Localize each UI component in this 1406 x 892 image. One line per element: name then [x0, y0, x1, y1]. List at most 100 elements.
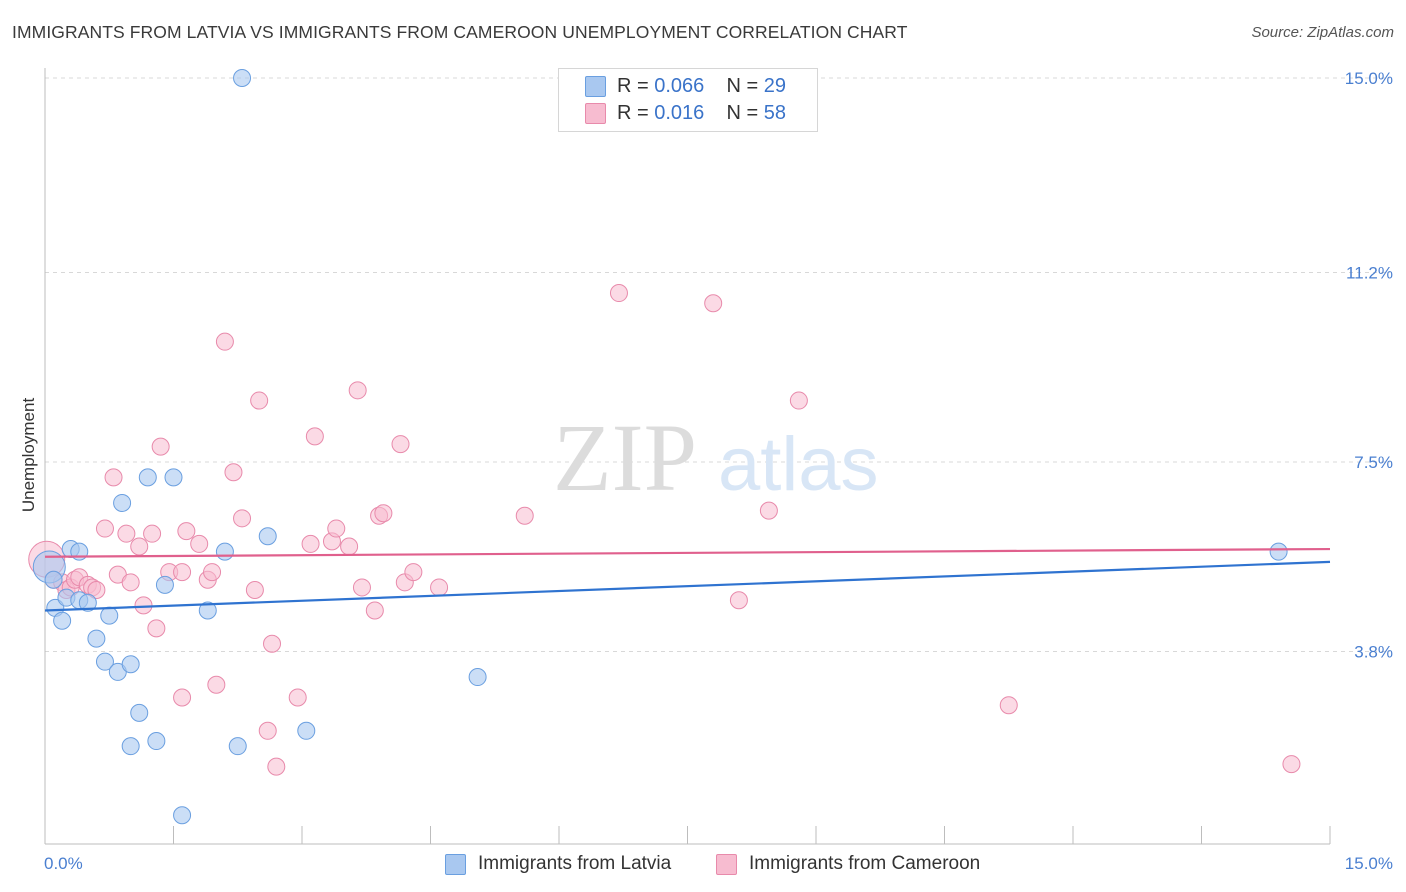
- chart-title: IMMIGRANTS FROM LATVIA VS IMMIGRANTS FRO…: [12, 22, 908, 42]
- cameroon-point: [704, 294, 723, 313]
- latvia-point: [87, 629, 106, 648]
- latvia-n-label: N =: [726, 74, 764, 97]
- cameroon-n-value: 58: [763, 101, 787, 124]
- cameroon-point: [104, 468, 123, 487]
- cameroon-points: [28, 284, 1301, 776]
- cameroon-point: [151, 437, 170, 456]
- cameroon-point: [203, 563, 222, 582]
- y-tick-labels: 3.8% 7.5% 11.2% 15.0%: [1345, 69, 1393, 661]
- cameroon-point: [430, 578, 449, 597]
- cameroon-point: [177, 522, 196, 541]
- cameroon-point: [609, 284, 628, 303]
- cameroon-point: [301, 534, 320, 553]
- cameroon-point: [117, 524, 136, 543]
- cameroon-point: [190, 534, 209, 553]
- cameroon-point: [258, 721, 277, 740]
- latvia-n-value: 29: [763, 74, 787, 97]
- cameroon-point: [207, 675, 226, 694]
- y-tick-label: 7.5%: [1354, 453, 1393, 472]
- latvia-point: [1269, 542, 1288, 561]
- y-tick-label: 11.2%: [1346, 264, 1393, 283]
- y-tick-label: 3.8%: [1354, 642, 1393, 661]
- cameroon-point: [789, 391, 808, 410]
- latvia-r-value: 0.066: [654, 74, 705, 97]
- latvia-point: [258, 527, 277, 546]
- cameroon-point: [340, 537, 359, 556]
- latvia-point: [130, 703, 149, 722]
- cameroon-point: [130, 537, 149, 556]
- latvia-point: [233, 69, 252, 87]
- latvia-point: [53, 611, 72, 630]
- latvia-point: [468, 668, 487, 687]
- cameroon-point: [999, 696, 1018, 715]
- legend-item-latvia: Immigrants from Latvia: [445, 852, 671, 876]
- cameroon-point: [759, 501, 778, 520]
- latvia-point: [215, 542, 234, 561]
- legend-latvia-label: Immigrants from Latvia: [478, 853, 672, 874]
- cameroon-point: [233, 509, 252, 528]
- cameroon-point: [348, 381, 367, 400]
- latvia-points: [32, 69, 1288, 825]
- cameroon-stats: R = 0.016 N = 58: [617, 102, 786, 125]
- cameroon-point: [263, 634, 282, 653]
- grid-lines: [45, 77, 1390, 652]
- cameroon-point: [327, 519, 346, 538]
- legend-cameroon-swatch: [716, 853, 737, 875]
- cameroon-point: [87, 581, 106, 599]
- cameroon-point: [352, 578, 371, 597]
- cameroon-r-value: 0.016: [654, 101, 705, 124]
- cameroon-point: [374, 504, 393, 523]
- latvia-point: [164, 468, 183, 487]
- latvia-point: [155, 575, 174, 594]
- y-tick-label: 15.0%: [1345, 69, 1393, 88]
- legend-latvia-swatch: [445, 853, 466, 875]
- cameroon-point: [121, 573, 140, 592]
- cameroon-n-label: N =: [726, 101, 764, 124]
- x-tick-label: 15.0%: [1345, 854, 1393, 873]
- latvia-trend-line: [44, 560, 1331, 612]
- cameroon-trend-line: [44, 547, 1331, 558]
- cameroon-point: [305, 427, 324, 446]
- source-label: Source: ZipAtlas.com: [1251, 24, 1394, 41]
- cameroon-point: [143, 524, 162, 543]
- latvia-point: [297, 721, 316, 740]
- latvia-swatch: [585, 75, 606, 97]
- latvia-point: [78, 593, 97, 612]
- watermark-zip: ZIP: [553, 404, 697, 511]
- cameroon-point: [729, 591, 748, 610]
- cameroon-point: [147, 619, 166, 638]
- x-tick-labels: 0.0% 15.0%: [44, 854, 1393, 873]
- latvia-point: [228, 737, 247, 756]
- axes: [44, 68, 1331, 845]
- cameroon-point: [95, 519, 114, 538]
- latvia-stats: R = 0.066 N = 29: [617, 75, 786, 98]
- x-tick-label: 0.0%: [44, 854, 83, 873]
- latvia-point: [100, 606, 119, 625]
- latvia-r-label: R =: [617, 74, 655, 97]
- latvia-point: [113, 493, 132, 512]
- cameroon-point: [1282, 755, 1301, 774]
- cameroon-point: [215, 332, 234, 351]
- cameroon-swatch: [585, 102, 606, 124]
- latvia-point: [198, 601, 217, 620]
- cameroon-point: [288, 688, 307, 707]
- latvia-point: [95, 652, 114, 671]
- cameroon-point: [173, 688, 192, 707]
- trend-lines: [44, 547, 1331, 612]
- cameroon-point: [391, 435, 410, 454]
- cameroon-point: [250, 391, 269, 410]
- latvia-point: [173, 806, 192, 825]
- cameroon-point: [267, 757, 286, 776]
- cameroon-point: [245, 581, 264, 599]
- correlation-legend: R = 0.066 N = 29 R = 0.016 N = 58: [558, 68, 818, 132]
- latvia-point: [44, 570, 63, 589]
- cameroon-point: [515, 506, 534, 525]
- cameroon-point: [365, 601, 384, 620]
- latvia-point: [138, 468, 157, 487]
- cameroon-r-label: R =: [617, 101, 655, 124]
- cameroon-point: [224, 463, 243, 482]
- latvia-point: [121, 737, 140, 756]
- y-axis-label: Unemployment: [19, 398, 38, 513]
- legend-cameroon-label: Immigrants from Cameroon: [749, 853, 981, 874]
